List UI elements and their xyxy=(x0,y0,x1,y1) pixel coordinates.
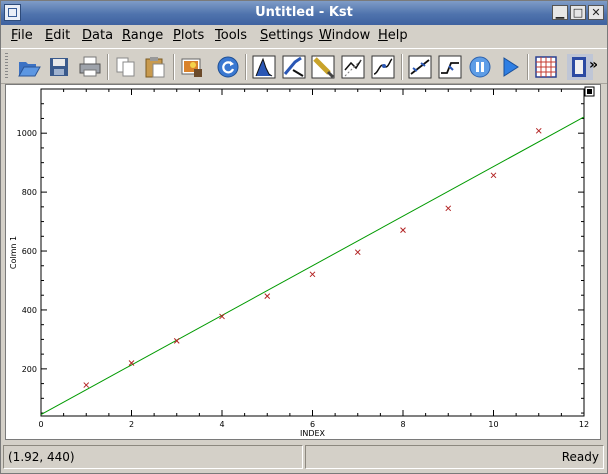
close-button[interactable]: ✕ xyxy=(588,5,604,20)
scatter-plot-with-fit[interactable]: 0 2 4 6 8 10 12 200 400 600 800 1000 INDEX Colmn 1 xyxy=(6,85,600,439)
x-tick-label: 10 xyxy=(488,420,498,429)
window-title: Untitled - Kst xyxy=(255,5,353,20)
x-tick-label: 8 xyxy=(400,420,405,429)
minimize-button[interactable]: ▁ xyxy=(552,5,568,20)
paste-icon[interactable] xyxy=(142,54,168,80)
data-point xyxy=(128,360,135,366)
status-state: Ready xyxy=(305,445,604,469)
toolbar-separator xyxy=(527,54,529,80)
data-points xyxy=(83,127,542,388)
data-point xyxy=(535,127,542,134)
y-axis-label: Colmn 1 xyxy=(9,236,18,269)
toolbar-separator xyxy=(107,54,109,80)
kst-app-icon[interactable] xyxy=(4,4,21,21)
x-tick-label: 4 xyxy=(219,420,224,429)
menu-settings[interactable]: Settings xyxy=(260,28,314,43)
status-coordinates: (1.92, 440) xyxy=(3,445,303,469)
data-point xyxy=(490,172,497,179)
maximize-button[interactable]: □ xyxy=(570,5,586,20)
play-icon[interactable] xyxy=(497,54,523,80)
curve-icon[interactable] xyxy=(370,54,396,80)
zoom-icon[interactable] xyxy=(281,54,307,80)
save-icon[interactable] xyxy=(46,54,72,80)
data-point xyxy=(354,249,361,256)
layout-icon[interactable] xyxy=(567,54,593,80)
menu-edit[interactable]: Edit xyxy=(45,28,71,43)
data-point xyxy=(400,227,406,233)
y-tick-label: 200 xyxy=(22,365,37,374)
edit-icon[interactable] xyxy=(310,54,336,80)
pause-icon[interactable] xyxy=(467,54,493,80)
y-tick-label: 800 xyxy=(22,188,37,197)
fit-line xyxy=(40,116,585,415)
x-tick-label: 6 xyxy=(310,420,315,429)
toolbar-separator xyxy=(245,54,247,80)
data-wizard-icon[interactable] xyxy=(340,54,366,80)
open-icon[interactable] xyxy=(16,54,42,80)
data-point xyxy=(83,382,90,388)
title-bar[interactable]: Untitled - Kst ▁ □ ✕ xyxy=(1,1,607,25)
fit-icon[interactable] xyxy=(407,54,433,80)
copy-icon[interactable] xyxy=(113,54,139,80)
toolbar-separator xyxy=(173,54,175,80)
filter-icon[interactable] xyxy=(437,54,463,80)
histogram-icon[interactable] xyxy=(251,54,277,80)
plot-view[interactable]: 0 2 4 6 8 10 12 200 400 600 800 1000 INDEX Colmn 1 xyxy=(5,84,601,440)
menu-bar: File Edit Data Range Plots Tools Setting… xyxy=(1,25,607,47)
matrix-icon[interactable] xyxy=(533,54,559,80)
x-tick-label: 12 xyxy=(579,420,589,429)
x-tick-label: 0 xyxy=(38,420,43,429)
x-axis-label: INDEX xyxy=(300,429,326,438)
plot-menu-button[interactable] xyxy=(584,86,595,97)
axis-ticks xyxy=(40,88,585,416)
y-tick-label: 600 xyxy=(22,247,37,256)
export-image-icon[interactable] xyxy=(179,54,205,80)
data-point xyxy=(264,293,271,299)
reload-icon[interactable] xyxy=(215,54,241,80)
menu-data[interactable]: Data xyxy=(82,28,114,43)
data-point xyxy=(309,271,316,278)
toolbar-separator xyxy=(401,54,403,80)
toolbar-overflow-chevron-icon[interactable]: » xyxy=(589,57,599,73)
menu-help[interactable]: Help xyxy=(378,28,408,43)
axis-tick-labels: 0 2 4 6 8 10 12 200 400 600 800 1000 xyxy=(17,129,589,429)
menu-plots[interactable]: Plots xyxy=(173,28,205,43)
data-point xyxy=(445,205,452,212)
y-tick-label: 400 xyxy=(22,306,37,315)
data-point xyxy=(219,313,225,320)
plot-frame xyxy=(40,88,585,417)
menu-tools[interactable]: Tools xyxy=(215,28,248,43)
status-bar: (1.92, 440) Ready xyxy=(1,443,607,471)
menu-file[interactable]: File xyxy=(11,28,33,43)
main-toolbar: » xyxy=(1,48,607,84)
print-icon[interactable] xyxy=(77,54,103,80)
x-tick-label: 2 xyxy=(129,420,134,429)
data-point xyxy=(173,338,180,344)
y-tick-label: 1000 xyxy=(17,129,37,138)
menu-window[interactable]: Window xyxy=(319,28,371,43)
menu-range[interactable]: Range xyxy=(122,28,164,43)
toolbar-grip[interactable] xyxy=(5,53,8,80)
